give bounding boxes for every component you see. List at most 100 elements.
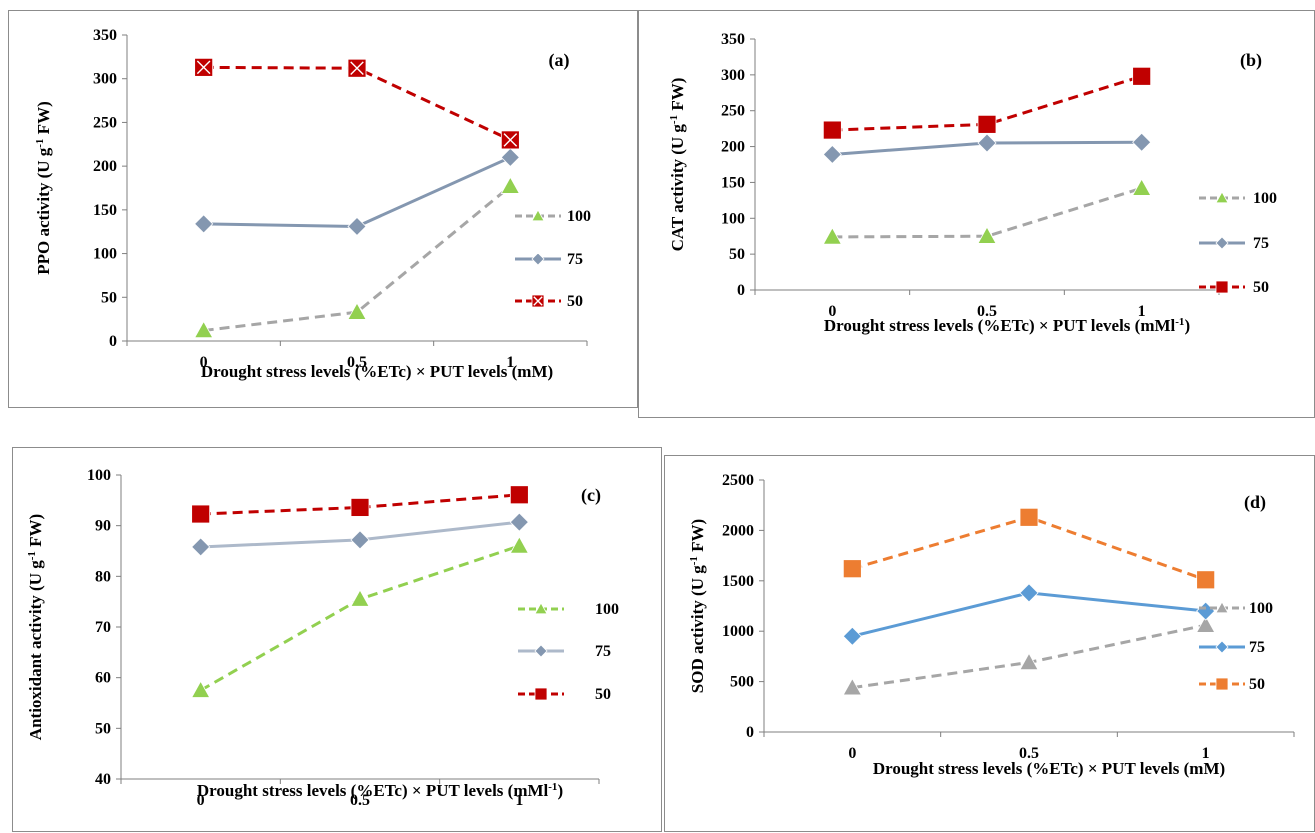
y-tick-label: 100 <box>721 210 745 227</box>
data-point <box>1196 601 1216 621</box>
series-line-100 <box>203 185 512 332</box>
series-line-75 <box>203 156 511 228</box>
y-tick-label: 70 <box>95 619 111 636</box>
y-tick-label: 100 <box>87 467 111 484</box>
y-tick-label: 50 <box>729 246 745 263</box>
panel-tag: (d) <box>1244 492 1266 513</box>
x-axis-title: Drought stress levels (%ETc) × PUT level… <box>201 362 553 381</box>
legend-label: 75 <box>1249 639 1265 656</box>
y-tick-label: 300 <box>93 71 117 88</box>
series-50 <box>822 66 1152 140</box>
legend-label: 75 <box>567 251 583 268</box>
y-axis-title: Antioxidant activity (U g-1 FW) <box>26 514 45 740</box>
y-tick-label: 1500 <box>722 573 754 590</box>
y-tick-label: 200 <box>721 139 745 156</box>
data-point <box>500 176 521 194</box>
y-tick-label: 2000 <box>722 522 754 539</box>
data-point <box>822 227 843 245</box>
legend-marker <box>1215 236 1229 250</box>
y-tick-label: 300 <box>721 67 745 84</box>
data-point <box>1019 583 1039 603</box>
legend-marker <box>1215 280 1229 294</box>
legend-item-100: 100 <box>515 208 591 225</box>
series-100 <box>822 178 1152 245</box>
chart-panel-c: 40 50 60 70 80 90 100 0 0.5 1 100 75 50 (c) Drought st… <box>12 447 662 832</box>
legend-item-75: 75 <box>515 251 583 268</box>
data-point <box>1019 652 1039 671</box>
data-point <box>1196 570 1216 590</box>
y-tick-label: 200 <box>93 158 117 175</box>
legend-item-50: 50 <box>518 686 611 703</box>
series-50 <box>194 57 520 150</box>
y-tick-label: 350 <box>721 31 745 48</box>
series-75 <box>822 132 1152 165</box>
y-tick-label: 40 <box>95 771 111 788</box>
chart-svg: 0 50 100 150 200 250 300 350 0 0.5 1 100 75 50 (b) Drou… <box>668 31 1277 335</box>
x-tick-label: 1 <box>515 792 523 809</box>
series-100 <box>842 615 1216 696</box>
data-point <box>350 498 370 517</box>
legend-marker <box>1215 677 1229 691</box>
legend-marker <box>531 252 545 266</box>
legend-item-50: 50 <box>515 293 583 310</box>
data-point <box>347 216 367 237</box>
data-point <box>822 144 842 165</box>
data-point <box>822 120 842 140</box>
x-tick-label: 0 <box>200 354 208 371</box>
x-tick-label: 0 <box>828 303 836 320</box>
data-point <box>509 485 529 505</box>
series-line-50 <box>203 65 511 142</box>
y-tick-label: 0 <box>737 282 745 299</box>
data-point <box>191 504 211 524</box>
panel-tag: (b) <box>1240 50 1262 71</box>
series-75 <box>194 147 520 237</box>
x-axis-title: Drought stress levels (%ETc) × PUT level… <box>197 781 563 800</box>
x-axis-title: Drought stress levels (%ETc) × PUT level… <box>824 316 1190 335</box>
legend-label: 50 <box>567 293 583 310</box>
data-point <box>1195 615 1216 633</box>
legend-marker <box>1215 601 1229 614</box>
panel-tag: (c) <box>581 485 601 506</box>
legend-marker <box>534 687 548 701</box>
legend-label: 100 <box>595 601 619 618</box>
chart-svg: 40 50 60 70 80 90 100 0 0.5 1 100 75 50 (c) Drought st… <box>26 467 619 809</box>
x-tick-label: 1 <box>1138 303 1146 320</box>
x-tick-label: 0 <box>848 745 856 762</box>
chart-svg: 0 500 1000 1500 2000 2500 0 0.5 1 100 75 50 (d) Droug… <box>688 472 1295 778</box>
legend-marker <box>534 644 548 658</box>
y-tick-label: 0 <box>109 333 117 350</box>
panel-tag: (a) <box>549 50 570 71</box>
series-50 <box>191 485 529 524</box>
data-point <box>842 626 862 646</box>
legend-item-75: 75 <box>1199 639 1265 656</box>
y-tick-label: 2500 <box>722 472 754 489</box>
y-tick-label: 100 <box>93 246 117 263</box>
y-tick-label: 80 <box>95 568 111 585</box>
y-tick-label: 90 <box>95 518 111 535</box>
legend-marker <box>1215 640 1229 654</box>
legend-label: 100 <box>1249 600 1273 617</box>
legend-marker <box>534 602 548 615</box>
y-tick-label: 50 <box>95 720 111 737</box>
legend-item-50: 50 <box>1199 279 1269 296</box>
data-point <box>977 133 997 153</box>
y-tick-label: 350 <box>93 27 117 44</box>
data-point <box>1132 66 1152 86</box>
data-point <box>1132 132 1152 152</box>
data-point <box>500 147 520 167</box>
y-tick-label: 150 <box>93 202 117 219</box>
y-tick-label: 250 <box>93 114 117 131</box>
y-tick-label: 60 <box>95 670 111 687</box>
series-100 <box>193 176 521 339</box>
data-point <box>194 214 214 234</box>
x-tick-label: 0.5 <box>1019 745 1039 762</box>
legend-marker <box>531 209 545 222</box>
legend-item-50: 50 <box>1199 676 1265 693</box>
legend-label: 50 <box>1249 676 1265 693</box>
data-point <box>190 680 211 698</box>
data-point <box>842 559 862 579</box>
legend-item-100: 100 <box>1199 190 1277 207</box>
series-line-100 <box>199 544 520 692</box>
data-point <box>350 589 370 607</box>
legend-item-100: 100 <box>518 601 619 618</box>
